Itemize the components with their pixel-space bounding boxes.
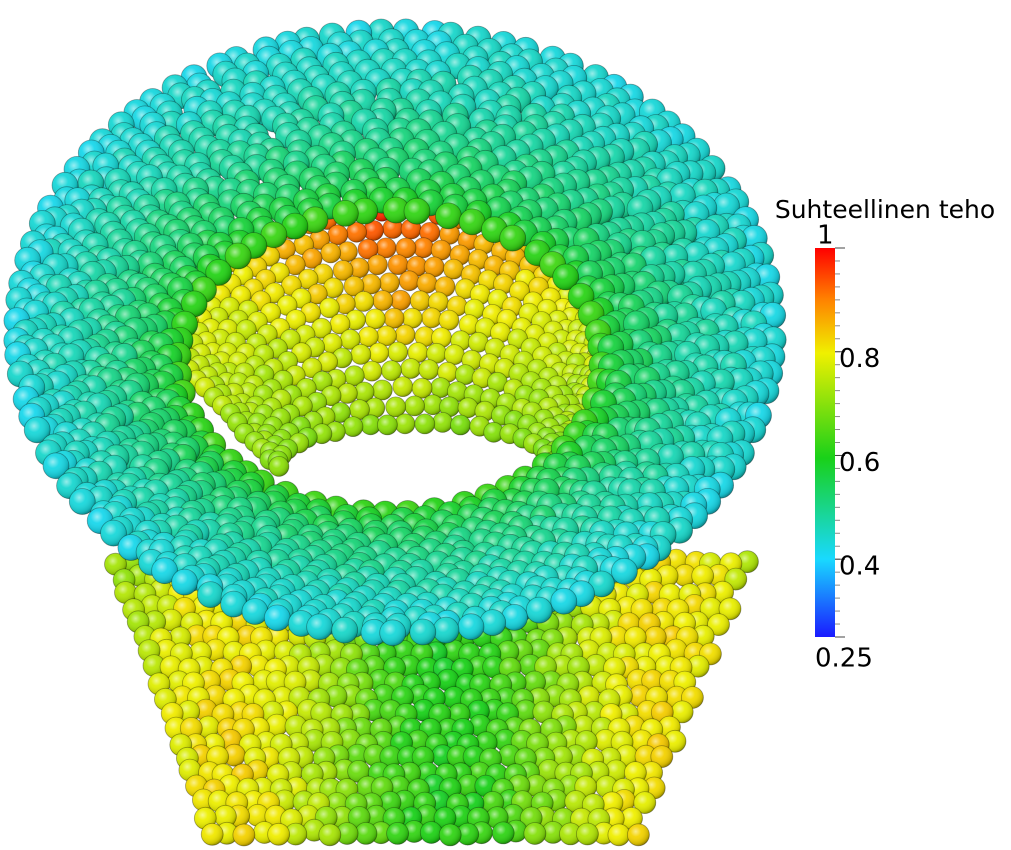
sphere-shading bbox=[391, 290, 411, 310]
sphere-shading bbox=[354, 291, 374, 311]
sphere-shading bbox=[307, 614, 333, 640]
sphere-shading bbox=[444, 345, 464, 365]
sphere-shading bbox=[373, 291, 393, 311]
sphere-shading bbox=[415, 414, 435, 434]
tick-label: 0.8 bbox=[839, 344, 880, 374]
sphere-shading bbox=[319, 824, 341, 846]
sphere-shading bbox=[627, 824, 649, 846]
sphere-shading bbox=[433, 412, 453, 432]
sphere-shading bbox=[410, 291, 430, 311]
sphere-shading bbox=[444, 259, 464, 279]
tick-label: 0.25 bbox=[815, 644, 873, 674]
sphere-shading bbox=[362, 361, 382, 381]
tick-label: 0.4 bbox=[839, 552, 880, 582]
sphere-shading bbox=[372, 380, 392, 400]
sphere-shading bbox=[410, 619, 436, 645]
sphere-shading bbox=[422, 308, 442, 328]
page: Suhteellinen teho 10.80.60.40.25 (() => … bbox=[0, 0, 1011, 850]
sphere-shading bbox=[387, 822, 409, 844]
sphere-shading bbox=[269, 456, 289, 476]
sphere-shading bbox=[268, 823, 290, 845]
sphere-shading bbox=[414, 238, 434, 258]
sphere-shading bbox=[451, 415, 471, 435]
sphere-shading bbox=[419, 360, 439, 380]
sphere-shading bbox=[608, 824, 630, 846]
sphere-shading bbox=[377, 415, 397, 435]
color-bar-gradient bbox=[815, 248, 835, 637]
sphere-shading bbox=[201, 823, 223, 845]
sphere-shading bbox=[439, 824, 461, 846]
sphere-shading bbox=[332, 617, 358, 643]
visualization: Suhteellinen teho 1 0.8 0.6 0.4 0.25 bbox=[0, 0, 1011, 850]
sphere-shading bbox=[401, 359, 421, 379]
sphere-shading bbox=[343, 417, 363, 437]
sphere-shading bbox=[351, 344, 371, 364]
sphere-shading bbox=[321, 243, 341, 263]
sphere-shading bbox=[417, 273, 437, 293]
sphere-model bbox=[4, 19, 786, 846]
sphere-shading bbox=[433, 617, 459, 643]
sphere-shading bbox=[197, 582, 223, 608]
sphere-shading bbox=[439, 310, 459, 330]
sphere-shading bbox=[380, 620, 406, 646]
sphere-shading bbox=[369, 343, 389, 363]
sphere-shading bbox=[365, 309, 385, 329]
sphere-shading bbox=[393, 377, 413, 397]
tick-label: 0.6 bbox=[839, 448, 880, 478]
sphere-shading bbox=[526, 597, 552, 623]
sphere-shading bbox=[264, 605, 290, 631]
sphere-shading bbox=[405, 396, 425, 416]
color-bar-title: Suhteellinen teho bbox=[775, 195, 995, 224]
sphere-shading bbox=[611, 558, 637, 584]
sphere-shading bbox=[399, 271, 419, 291]
sphere-shading bbox=[367, 255, 387, 275]
sphere-shading bbox=[395, 414, 415, 434]
sphere-shading bbox=[435, 203, 461, 229]
sphere-shading bbox=[242, 599, 268, 625]
sphere-shading bbox=[404, 198, 430, 224]
sphere-shading bbox=[172, 569, 198, 595]
sphere-shading bbox=[388, 342, 408, 362]
sphere-shading bbox=[379, 273, 399, 293]
sphere-shading bbox=[576, 823, 598, 845]
sphere-shading bbox=[500, 225, 526, 251]
sphere-shading bbox=[551, 588, 577, 614]
color-bar: Suhteellinen teho 1 0.8 0.6 0.4 0.25 bbox=[775, 195, 995, 674]
sphere-shading bbox=[233, 824, 255, 846]
sphere-shading bbox=[332, 200, 358, 226]
sphere-shading bbox=[420, 822, 442, 844]
sphere-shading bbox=[458, 614, 484, 640]
sphere-shading bbox=[524, 823, 546, 845]
sphere-shading bbox=[492, 822, 514, 844]
tick-label: 1 bbox=[817, 221, 834, 251]
